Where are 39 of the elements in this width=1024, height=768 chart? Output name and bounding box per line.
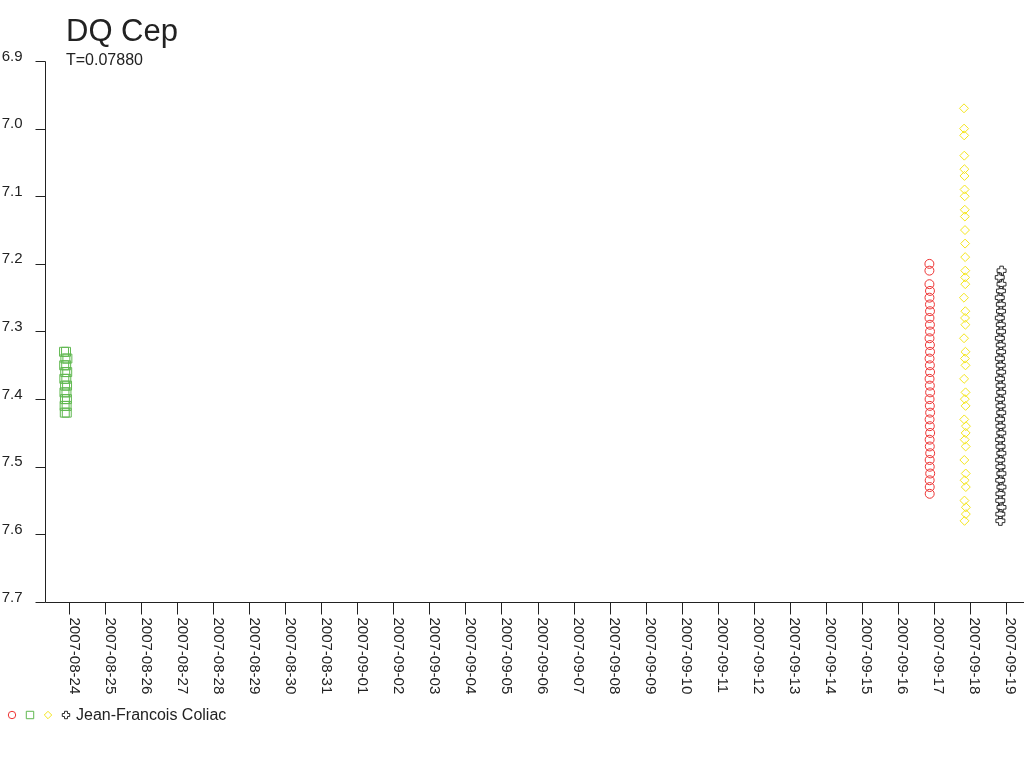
x-tick-label: 2007-08-27 bbox=[174, 617, 192, 695]
x-tick-label: 2007-09-17 bbox=[931, 617, 949, 695]
y-tick-label: 7.2 bbox=[1, 249, 23, 267]
x-tick-label: 2007-08-28 bbox=[210, 617, 228, 695]
x-tick-label: 2007-09-08 bbox=[607, 617, 625, 695]
y-tick-label: 7.4 bbox=[1, 384, 23, 402]
y-tick-label: 6.9 bbox=[1, 46, 23, 64]
x-tick-label: 2007-09-11 bbox=[715, 617, 733, 694]
chart-subtitle: T=0.07880 bbox=[66, 51, 144, 68]
x-tick-label: 2007-09-15 bbox=[859, 617, 877, 695]
y-tick-label: 7.0 bbox=[1, 114, 23, 132]
y-tick-label: 7.5 bbox=[1, 452, 23, 470]
x-tick-label: 2007-09-01 bbox=[354, 617, 372, 695]
x-tick-label: 2007-08-29 bbox=[246, 617, 264, 695]
y-tick-label: 7.6 bbox=[1, 519, 23, 537]
x-tick-label: 2007-09-14 bbox=[823, 617, 841, 695]
x-tick-label: 2007-09-16 bbox=[895, 617, 913, 695]
x-tick-label: 2007-08-30 bbox=[282, 617, 300, 695]
x-tick-label: 2007-09-06 bbox=[535, 617, 552, 695]
x-tick-label: 2007-09-13 bbox=[787, 617, 805, 695]
x-tick-label: 2007-09-07 bbox=[571, 617, 589, 695]
x-tick-label: 2007-09-05 bbox=[498, 617, 516, 695]
x-tick-label: 2007-09-09 bbox=[643, 617, 661, 695]
x-tick-label: 2007-09-18 bbox=[967, 617, 985, 695]
x-tick-label: 2007-08-24 bbox=[66, 617, 84, 695]
x-tick-label: 2007-09-04 bbox=[462, 617, 480, 695]
x-tick-label: 2007-09-03 bbox=[426, 617, 444, 695]
y-tick-label: 7.3 bbox=[1, 317, 23, 334]
legend-label: Jean-Francois Coliac bbox=[76, 706, 227, 723]
x-tick-label: 2007-08-26 bbox=[138, 617, 156, 695]
x-tick-label: 2007-09-10 bbox=[679, 617, 697, 695]
x-tick-label: 2007-09-12 bbox=[751, 617, 769, 695]
y-tick-label: 7.7 bbox=[1, 587, 23, 605]
x-tick-label: 2007-08-25 bbox=[102, 617, 120, 695]
x-tick-label: 2007-09-19 bbox=[1003, 617, 1021, 695]
x-tick-label: 2007-09-02 bbox=[390, 617, 408, 695]
chart-title: DQ Cep bbox=[66, 13, 178, 48]
x-tick-label: 2007-08-31 bbox=[318, 617, 336, 695]
y-tick-label: 7.1 bbox=[1, 181, 23, 199]
